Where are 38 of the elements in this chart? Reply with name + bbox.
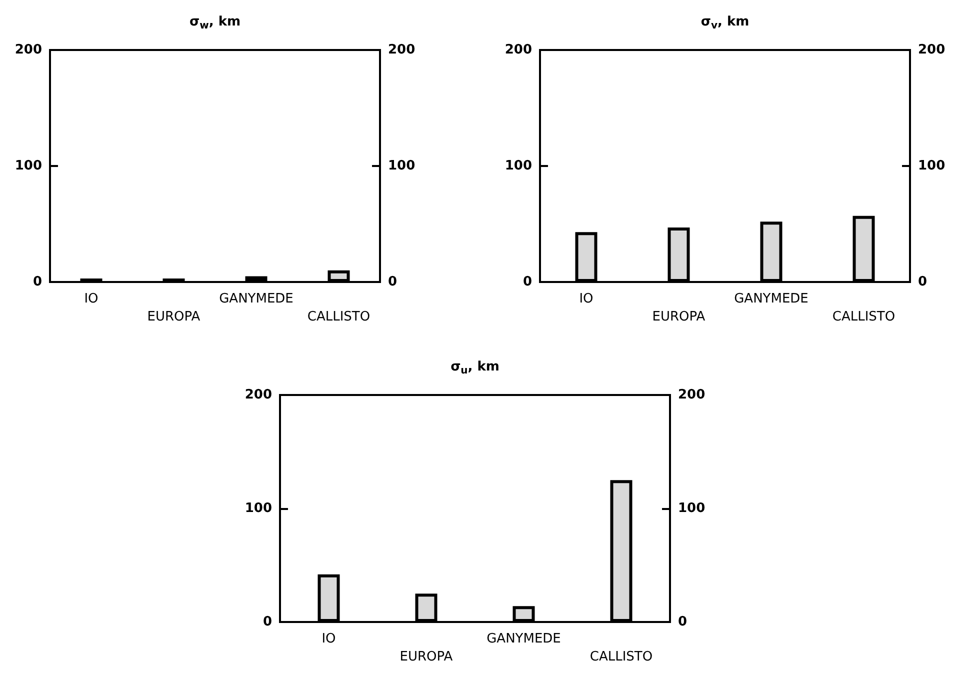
y2-tick-label: 100 — [678, 501, 706, 516]
x-tick-label: CALLISTO — [832, 310, 896, 324]
x-tick-label: GANYMEDE — [486, 632, 561, 646]
y2-tick-label: 0 — [918, 274, 928, 290]
x-tick-label: EUROPA — [400, 650, 453, 664]
bar — [575, 232, 598, 282]
x-tick-label: EUROPA — [147, 310, 200, 324]
y2-tick-label: 200 — [388, 42, 416, 58]
bar — [610, 480, 632, 622]
x-tick-label: CALLISTO — [590, 650, 653, 664]
bar — [760, 222, 782, 282]
x-tick-label: GANYMEDE — [734, 292, 808, 306]
y2-tick-label: 100 — [388, 158, 416, 174]
y2-tick-label: 200 — [678, 388, 706, 402]
y2-tick-label: 100 — [918, 158, 946, 174]
y2-tick-label: 0 — [678, 614, 688, 630]
y-tick-label: 0 — [522, 274, 532, 290]
x-tick-label: EUROPA — [652, 310, 706, 324]
y-tick-label: 200 — [504, 42, 532, 58]
y-tick-label: 0 — [32, 274, 42, 290]
bar — [512, 606, 535, 622]
bar — [852, 216, 875, 282]
y-tick-label: 100 — [244, 501, 272, 516]
y2-tick-label: 200 — [918, 42, 946, 58]
x-tick-label: IO — [84, 292, 98, 306]
y-tick-label: 200 — [244, 388, 272, 402]
bar — [318, 574, 340, 622]
bar — [668, 227, 690, 282]
y-tick-label: 100 — [14, 158, 42, 174]
x-tick-label: IO — [579, 292, 594, 306]
y-tick-label: 0 — [262, 614, 272, 630]
x-tick-label: CALLISTO — [307, 310, 370, 324]
x-tick-label: IO — [322, 632, 336, 646]
x-tick-label: GANYMEDE — [219, 292, 294, 306]
y-tick-label: 200 — [14, 42, 42, 58]
bar — [415, 594, 438, 622]
y-tick-label: 100 — [504, 158, 532, 174]
y2-tick-label: 0 — [388, 274, 398, 290]
